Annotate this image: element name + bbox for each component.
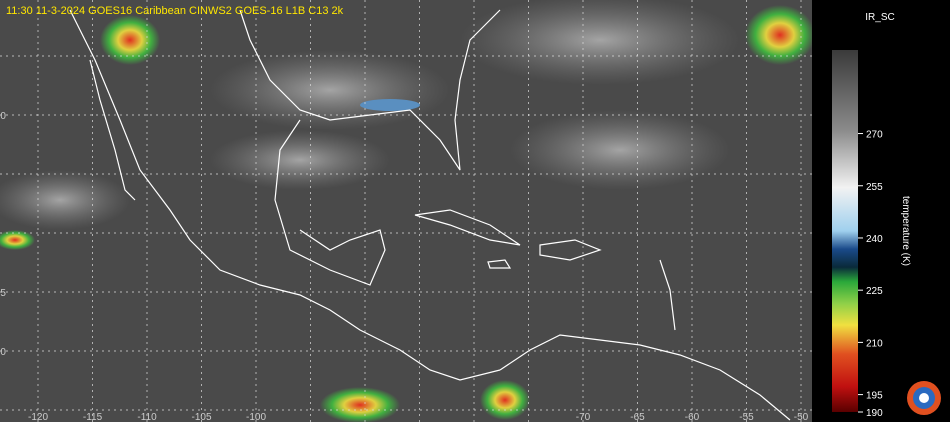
colorbar-label: temperature (K) [900,196,911,266]
colorbar-tick-label: 270 [866,130,883,141]
colorbar-tick-label: 240 [866,234,883,245]
colorbar-tick-label: 190 [866,408,883,419]
lon-label: -60 [685,412,700,422]
clouds [0,0,815,422]
lon-label: -55 [739,412,754,422]
lon-label: -110 [137,412,157,422]
colorbar-title: IR_SC [865,12,894,23]
logo [907,381,941,415]
colorbar-tick-label: 195 [866,391,883,402]
lon-label: -115 [83,412,103,422]
colorbar-tick-label: 255 [866,182,883,193]
lon-label: -65 [630,412,645,422]
lon-label: -120 [28,412,48,422]
lon-label: -50 [794,412,809,422]
lat-label: 15 [0,288,6,299]
coastlines [69,9,791,421]
graticule [0,0,812,422]
header-title: 11:30 11-3-2024 GOES16 Caribbean CINWS2 … [6,5,344,17]
colorbar-tick-label: 210 [866,338,883,349]
lon-label: -70 [576,412,591,422]
lat-label: 30 [0,111,6,122]
colorbar [832,50,858,412]
lat-label: 10 [0,347,6,358]
lon-label: -100 [246,412,266,422]
lon-label: -105 [191,412,211,422]
colorbar-tick-label: 225 [866,286,883,297]
